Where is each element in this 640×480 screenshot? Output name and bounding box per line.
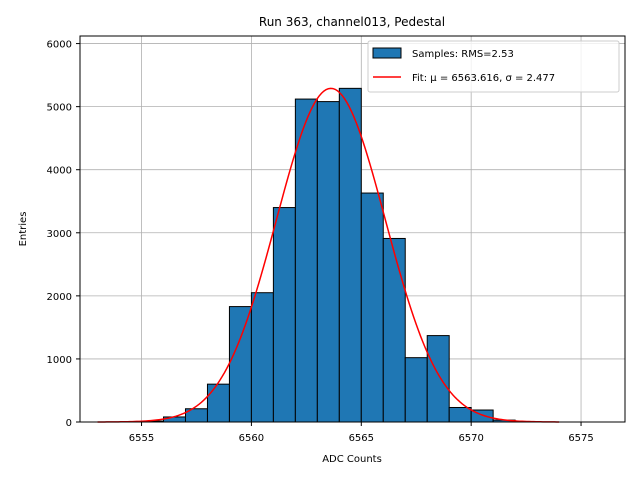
histogram-bar — [316, 101, 340, 423]
legend: Samples: RMS=2.53 Fit: μ = 6563.616, σ =… — [367, 40, 620, 93]
histogram-bar — [360, 192, 384, 423]
y-tick-label: 0 — [66, 418, 72, 429]
histogram-bar — [382, 237, 406, 423]
y-tick-label: 2000 — [47, 292, 72, 303]
histogram-bar — [228, 306, 252, 423]
legend-label-fit: Fit: μ = 6563.616, σ = 2.477 — [412, 73, 555, 84]
x-tick-label: 6575 — [568, 433, 593, 444]
histogram-bars — [141, 87, 516, 423]
x-axis-ticks: 6555 6560 6565 6570 6575 — [129, 422, 594, 444]
histogram-bar — [250, 292, 274, 423]
histogram-bar — [404, 357, 428, 423]
x-tick-label: 6570 — [458, 433, 483, 444]
histogram-bar — [272, 207, 296, 423]
histogram-bar — [206, 383, 230, 423]
y-tick-label: 1000 — [47, 355, 72, 366]
y-tick-label: 3000 — [47, 229, 72, 240]
y-axis-ticks: 0 1000 2000 3000 4000 5000 6000 — [47, 40, 80, 429]
x-axis-label: ADC Counts — [322, 454, 382, 465]
y-tick-label: 4000 — [47, 166, 72, 177]
x-tick-label: 6555 — [129, 433, 154, 444]
histogram-bar — [294, 98, 318, 423]
fit-curve — [97, 87, 560, 423]
legend-box — [367, 40, 620, 93]
legend-label-samples: Samples: RMS=2.53 — [412, 49, 514, 60]
histogram-bar — [426, 335, 450, 423]
histogram-bar — [338, 87, 362, 423]
chart-title: Run 363, channel013, Pedestal — [259, 15, 445, 29]
y-tick-label: 6000 — [47, 40, 72, 51]
y-tick-label: 5000 — [47, 103, 72, 114]
histogram-bar — [448, 406, 472, 423]
x-tick-label: 6560 — [239, 433, 264, 444]
x-tick-label: 6565 — [349, 433, 374, 444]
plot-frame — [79, 35, 626, 423]
legend-swatch-samples — [372, 47, 402, 59]
y-axis-label: Entries — [18, 212, 29, 247]
